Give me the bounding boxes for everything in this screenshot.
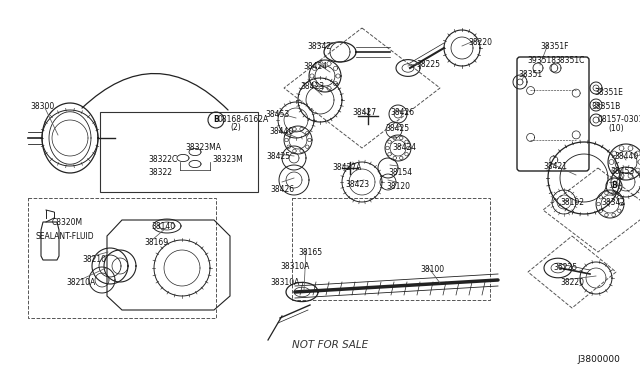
Text: 08157-0301E: 08157-0301E [598,115,640,124]
Text: 38440: 38440 [269,127,293,136]
Text: 38342: 38342 [307,42,331,51]
Text: 38342: 38342 [601,198,625,207]
Text: 38426: 38426 [270,185,294,194]
Text: 38440: 38440 [614,152,638,161]
Text: 38425: 38425 [385,124,409,133]
Text: 38220: 38220 [468,38,492,47]
Text: 38310A: 38310A [270,278,300,287]
Text: 38154: 38154 [388,168,412,177]
Text: 38351C: 38351C [555,56,584,65]
Bar [292,198,490,300]
Text: 38427A: 38427A [332,163,362,172]
Text: 38351F: 38351F [540,42,568,51]
Text: B: B [213,115,219,125]
Text: 38453: 38453 [610,167,634,176]
Text: 38210A: 38210A [66,278,95,287]
Text: 38220: 38220 [560,278,584,287]
Text: 38421: 38421 [543,162,567,171]
Text: 38424: 38424 [392,143,416,152]
Text: 38165: 38165 [298,248,322,257]
Bar [100,112,258,192]
Text: 38300: 38300 [30,102,54,111]
Bar [28,198,216,318]
Text: (2): (2) [230,123,241,132]
Text: (10): (10) [608,124,623,133]
Text: 38351: 38351 [518,70,542,79]
Text: 393518: 393518 [527,56,556,65]
Text: 38225: 38225 [416,60,440,69]
Text: 08168-6162A: 08168-6162A [218,115,269,124]
Text: 38424: 38424 [303,62,327,71]
Text: 38351E: 38351E [594,88,623,97]
Text: 38453: 38453 [265,110,289,119]
Text: SEALANT-FLUID: SEALANT-FLUID [36,232,95,241]
Text: 38425: 38425 [266,152,290,161]
Text: 38169: 38169 [144,238,168,247]
Text: J3800000: J3800000 [577,355,620,364]
Text: 38140: 38140 [151,222,175,231]
Text: 38323M: 38323M [212,155,243,164]
Text: C8320M: C8320M [52,218,83,227]
Text: 38423: 38423 [300,82,324,91]
Text: 36225: 36225 [553,263,577,272]
Text: B: B [611,182,617,190]
Text: 38100: 38100 [420,265,444,274]
Text: 38102: 38102 [560,198,584,207]
Text: 38322: 38322 [148,168,172,177]
Text: 38120: 38120 [386,182,410,191]
Text: NOT FOR SALE: NOT FOR SALE [292,340,368,350]
Text: 38423: 38423 [345,180,369,189]
Text: 38427: 38427 [352,108,376,117]
Text: 38323MA: 38323MA [185,143,221,152]
Text: 38210: 38210 [82,255,106,264]
Text: 38310A: 38310A [280,262,309,271]
Text: 38426: 38426 [390,108,414,117]
Text: 38322C: 38322C [148,155,177,164]
Text: 38351B: 38351B [591,102,620,111]
